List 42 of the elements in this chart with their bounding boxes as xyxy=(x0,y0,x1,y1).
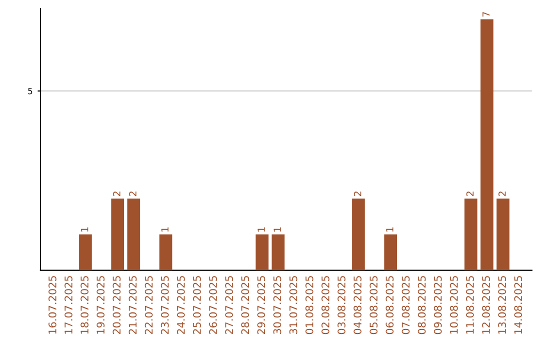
data-label: 1 xyxy=(81,227,88,232)
x-tick-label: 17.07.2025 xyxy=(64,276,72,334)
data-label: 1 xyxy=(258,227,265,232)
data-label: 1 xyxy=(386,227,394,232)
x-tick-label: 29.07.2025 xyxy=(257,276,266,334)
x-tick-label: 09.08.2025 xyxy=(434,276,442,334)
x-tick-label: 22.07.2025 xyxy=(144,276,153,334)
data-label: 2 xyxy=(129,192,136,196)
x-tick-label: 24.07.2025 xyxy=(176,276,185,334)
data-label: 2 xyxy=(354,192,362,196)
x-tick-label: 23.07.2025 xyxy=(160,276,169,334)
x-tick-label: 28.07.2025 xyxy=(241,276,250,334)
x-tick-label: 20.07.2025 xyxy=(112,276,121,334)
x-tick-label: 25.07.2025 xyxy=(193,276,201,334)
x-tick-label: 02.08.2025 xyxy=(321,276,330,334)
x-tick-label: 14.08.2025 xyxy=(514,276,522,334)
x-tick-label: 01.08.2025 xyxy=(305,276,314,334)
x-tick-label: 10.08.2025 xyxy=(450,276,458,334)
x-tick-label: 30.07.2025 xyxy=(273,276,282,334)
x-tick-label: 21.07.2025 xyxy=(128,276,137,334)
data-label: 7 xyxy=(482,12,490,17)
x-tick-label: 08.08.2025 xyxy=(418,276,426,334)
x-tick-label: 07.08.2025 xyxy=(402,276,410,334)
x-tick-label: 27.07.2025 xyxy=(225,276,234,334)
x-tick-label: 04.08.2025 xyxy=(354,276,362,334)
x-tick-label: 05.08.2025 xyxy=(370,276,378,334)
x-tick-label: 26.07.2025 xyxy=(209,276,217,334)
x-tick-label: 18.07.2025 xyxy=(80,276,88,334)
x-tick-label: 03.08.2025 xyxy=(338,276,346,334)
y-tick-label: 5 xyxy=(28,88,32,94)
x-tick-label: 31.07.2025 xyxy=(289,276,298,334)
data-label: 2 xyxy=(498,192,506,196)
x-tick-label: 11.08.2025 xyxy=(466,276,474,334)
data-label: 2 xyxy=(466,192,474,196)
x-tick-label: 19.07.2025 xyxy=(96,276,105,334)
data-label: 1 xyxy=(274,227,281,232)
x-tick-label: 13.08.2025 xyxy=(498,276,506,334)
x-tick-label: 06.08.2025 xyxy=(386,276,394,334)
data-label: 1 xyxy=(161,227,168,232)
x-tick-label: 12.08.2025 xyxy=(482,276,490,334)
data-label: 2 xyxy=(113,192,120,196)
x-tick-label: 16.07.2025 xyxy=(48,276,56,334)
